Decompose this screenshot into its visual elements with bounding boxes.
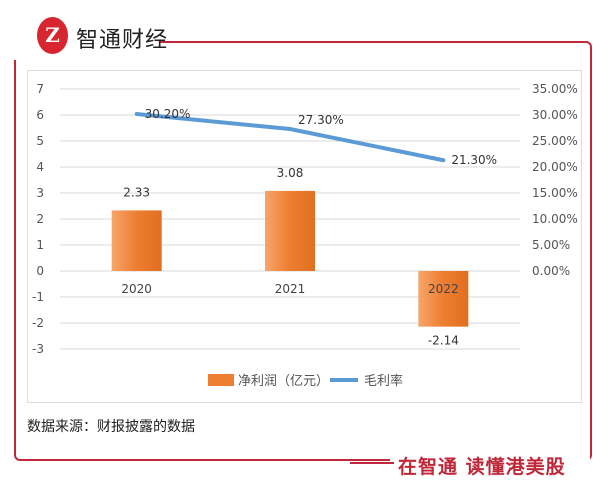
chart-area	[27, 70, 582, 403]
logo-background	[10, 20, 160, 60]
line-data-label: 30.20%	[145, 107, 191, 121]
left-tick-label: 7	[36, 82, 44, 96]
logo-icon: Z	[37, 17, 68, 54]
bar-data-label: 2.33	[123, 185, 150, 199]
right-tick-label: 30.00%	[532, 108, 578, 122]
brand-name: 智通财经	[76, 28, 169, 53]
legend-label-gross-margin: 毛利率	[364, 373, 403, 389]
bar-data-label: 3.08	[277, 166, 304, 180]
bar-2020	[111, 210, 162, 271]
left-tick-label: 0	[36, 264, 44, 278]
bar-data-label: -2.14	[428, 334, 459, 348]
right-tick-label: 10.00%	[532, 212, 578, 226]
category-label: 2021	[275, 282, 306, 296]
left-tick-label: 4	[36, 160, 44, 174]
right-tick-label: 20.00%	[532, 160, 578, 174]
slogan: 在智通 读懂港美股	[398, 456, 566, 478]
bar-2021	[265, 190, 315, 271]
right-tick-label: 0.00%	[532, 264, 570, 278]
data-source: 数据来源：财报披露的数据	[27, 419, 195, 435]
left-tick-label: 1	[36, 238, 44, 252]
left-tick-label: -1	[32, 290, 44, 304]
left-tick-label: -2	[32, 316, 44, 330]
left-tick-label: 2	[36, 212, 44, 226]
left-tick-label: 5	[36, 134, 44, 148]
right-tick-label: 15.00%	[532, 186, 578, 200]
line-data-label: 27.30%	[298, 113, 344, 127]
slogan-background	[390, 448, 590, 478]
bar-2022	[418, 271, 469, 327]
line-data-label: 21.30%	[451, 153, 497, 167]
category-label: 2022	[428, 282, 459, 296]
brand-frame	[14, 41, 592, 461]
right-tick-label: 25.00%	[532, 134, 578, 148]
left-tick-label: -3	[32, 342, 44, 356]
right-tick-label: 5.00%	[532, 238, 570, 252]
line-series-gross-margin	[134, 111, 446, 163]
category-label: 2020	[121, 282, 152, 296]
right-tick-label: 35.00%	[532, 82, 578, 96]
left-tick-label: 6	[36, 108, 44, 122]
legend-swatch-net-profit	[208, 374, 234, 386]
left-tick-label: 3	[36, 186, 44, 200]
slogan-divider	[350, 462, 394, 464]
legend-label-net-profit: 净利润（亿元）	[238, 374, 329, 389]
